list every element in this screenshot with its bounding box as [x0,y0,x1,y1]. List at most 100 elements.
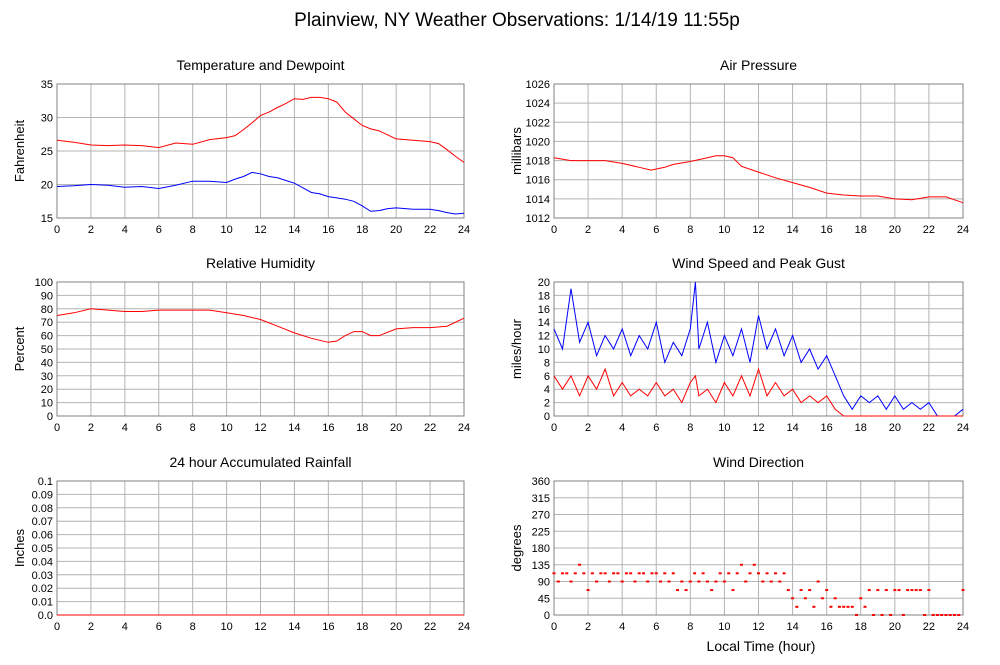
x-tick-label: 16 [322,621,334,633]
data-point [752,563,756,566]
data-point [867,589,871,592]
data-point [795,605,799,608]
y-tick-label: 90 [538,577,550,589]
y-axis-label: Fahrenheit [12,120,27,183]
x-tick-label: 6 [156,422,162,434]
y-tick-label: 50 [41,344,53,356]
data-point [697,580,701,583]
x-tick-label: 16 [821,621,833,633]
data-point [650,572,654,575]
data-point [633,580,637,583]
x-tick-label: 22 [923,422,935,434]
y-tick-label: 0.06 [32,530,53,542]
x-tick-label: 20 [390,422,402,434]
x-tick-label: 4 [619,224,625,236]
x-tick-label: 10 [220,224,232,236]
x-tick-label: 12 [254,422,266,434]
y-tick-label: 10 [41,398,53,410]
y-tick-label: 1026 [526,79,550,91]
chart-title: Temperature and Dewpoint [176,57,344,73]
data-point [829,605,833,608]
series-line [553,155,964,204]
y-axis-label: miles/hour [509,318,524,379]
gridlines [553,83,964,219]
gridlines [56,83,465,219]
y-tick-label: 30 [41,371,53,383]
data-point [561,572,565,575]
y-axis-label: Inches [12,528,27,567]
data-point [952,614,956,616]
x-tick-label: 12 [254,621,266,633]
x-tick-label: 4 [122,422,128,434]
data-point [641,572,645,575]
plot-frame [553,480,964,616]
x-tick-label: 20 [889,621,901,633]
x-tick-label: 12 [752,422,764,434]
y-tick-label: 10 [538,344,550,356]
data-point [731,589,735,592]
y-tick-label: 2 [544,398,550,410]
x-tick-label: 2 [585,224,591,236]
x-tick-label: 8 [190,422,196,434]
x-tick-label: 22 [424,621,436,633]
x-tick-label: 12 [752,621,764,633]
data-point [837,605,841,608]
chart-title: Relative Humidity [206,255,315,271]
x-tick-label: 8 [190,621,196,633]
data-point [739,563,743,566]
x-tick-label: 16 [821,224,833,236]
x-tick-label: 14 [786,621,798,633]
x-tick-label: 14 [288,621,300,633]
y-tick-label: 45 [538,593,550,605]
data-point [607,580,611,583]
data-point [595,580,599,583]
data-point [688,580,692,583]
x-tick-label: 6 [156,621,162,633]
y-tick-label: 1016 [526,175,550,187]
data-point [680,580,684,583]
series-line [553,281,964,417]
x-tick-label: 8 [687,224,693,236]
x-tick-label: 2 [585,621,591,633]
chart-title: Air Pressure [720,57,797,73]
y-tick-label: 360 [532,476,550,488]
data-point [850,605,854,608]
y-tick-label: 0 [544,411,550,423]
data-point [599,572,603,575]
x-tick-label: 2 [88,621,94,633]
x-tick-label: 2 [88,422,94,434]
y-tick-label: 0.03 [32,570,53,582]
data-point [624,572,628,575]
data-point [578,563,582,566]
x-tick-label: 4 [619,422,625,434]
gridlines [553,281,964,417]
y-tick-label: 0.09 [32,489,53,501]
y-tick-label: 6 [544,371,550,383]
data-point [663,572,667,575]
x-tick-label: 8 [687,422,693,434]
y-tick-label: 0 [544,610,550,622]
x-tick-label: 6 [653,422,659,434]
y-tick-label: 1020 [526,136,550,148]
data-point [812,605,816,608]
series-line [56,96,465,163]
data-point [769,580,773,583]
data-point [765,572,769,575]
data-point [727,572,731,575]
y-tick-label: 225 [532,526,550,538]
x-tick-label: 6 [156,224,162,236]
data-point [556,580,560,583]
data-point [808,589,812,592]
x-tick-label: 24 [957,422,969,434]
x-tick-label: 24 [957,621,969,633]
y-tick-label: 315 [532,493,550,505]
data-point [761,580,765,583]
y-axis-label: degrees [509,524,524,571]
y-axis-label: Percent [12,326,27,371]
data-point [872,614,876,616]
x-tick-label: 14 [786,422,798,434]
data-point [880,614,884,616]
data-point [901,614,905,616]
